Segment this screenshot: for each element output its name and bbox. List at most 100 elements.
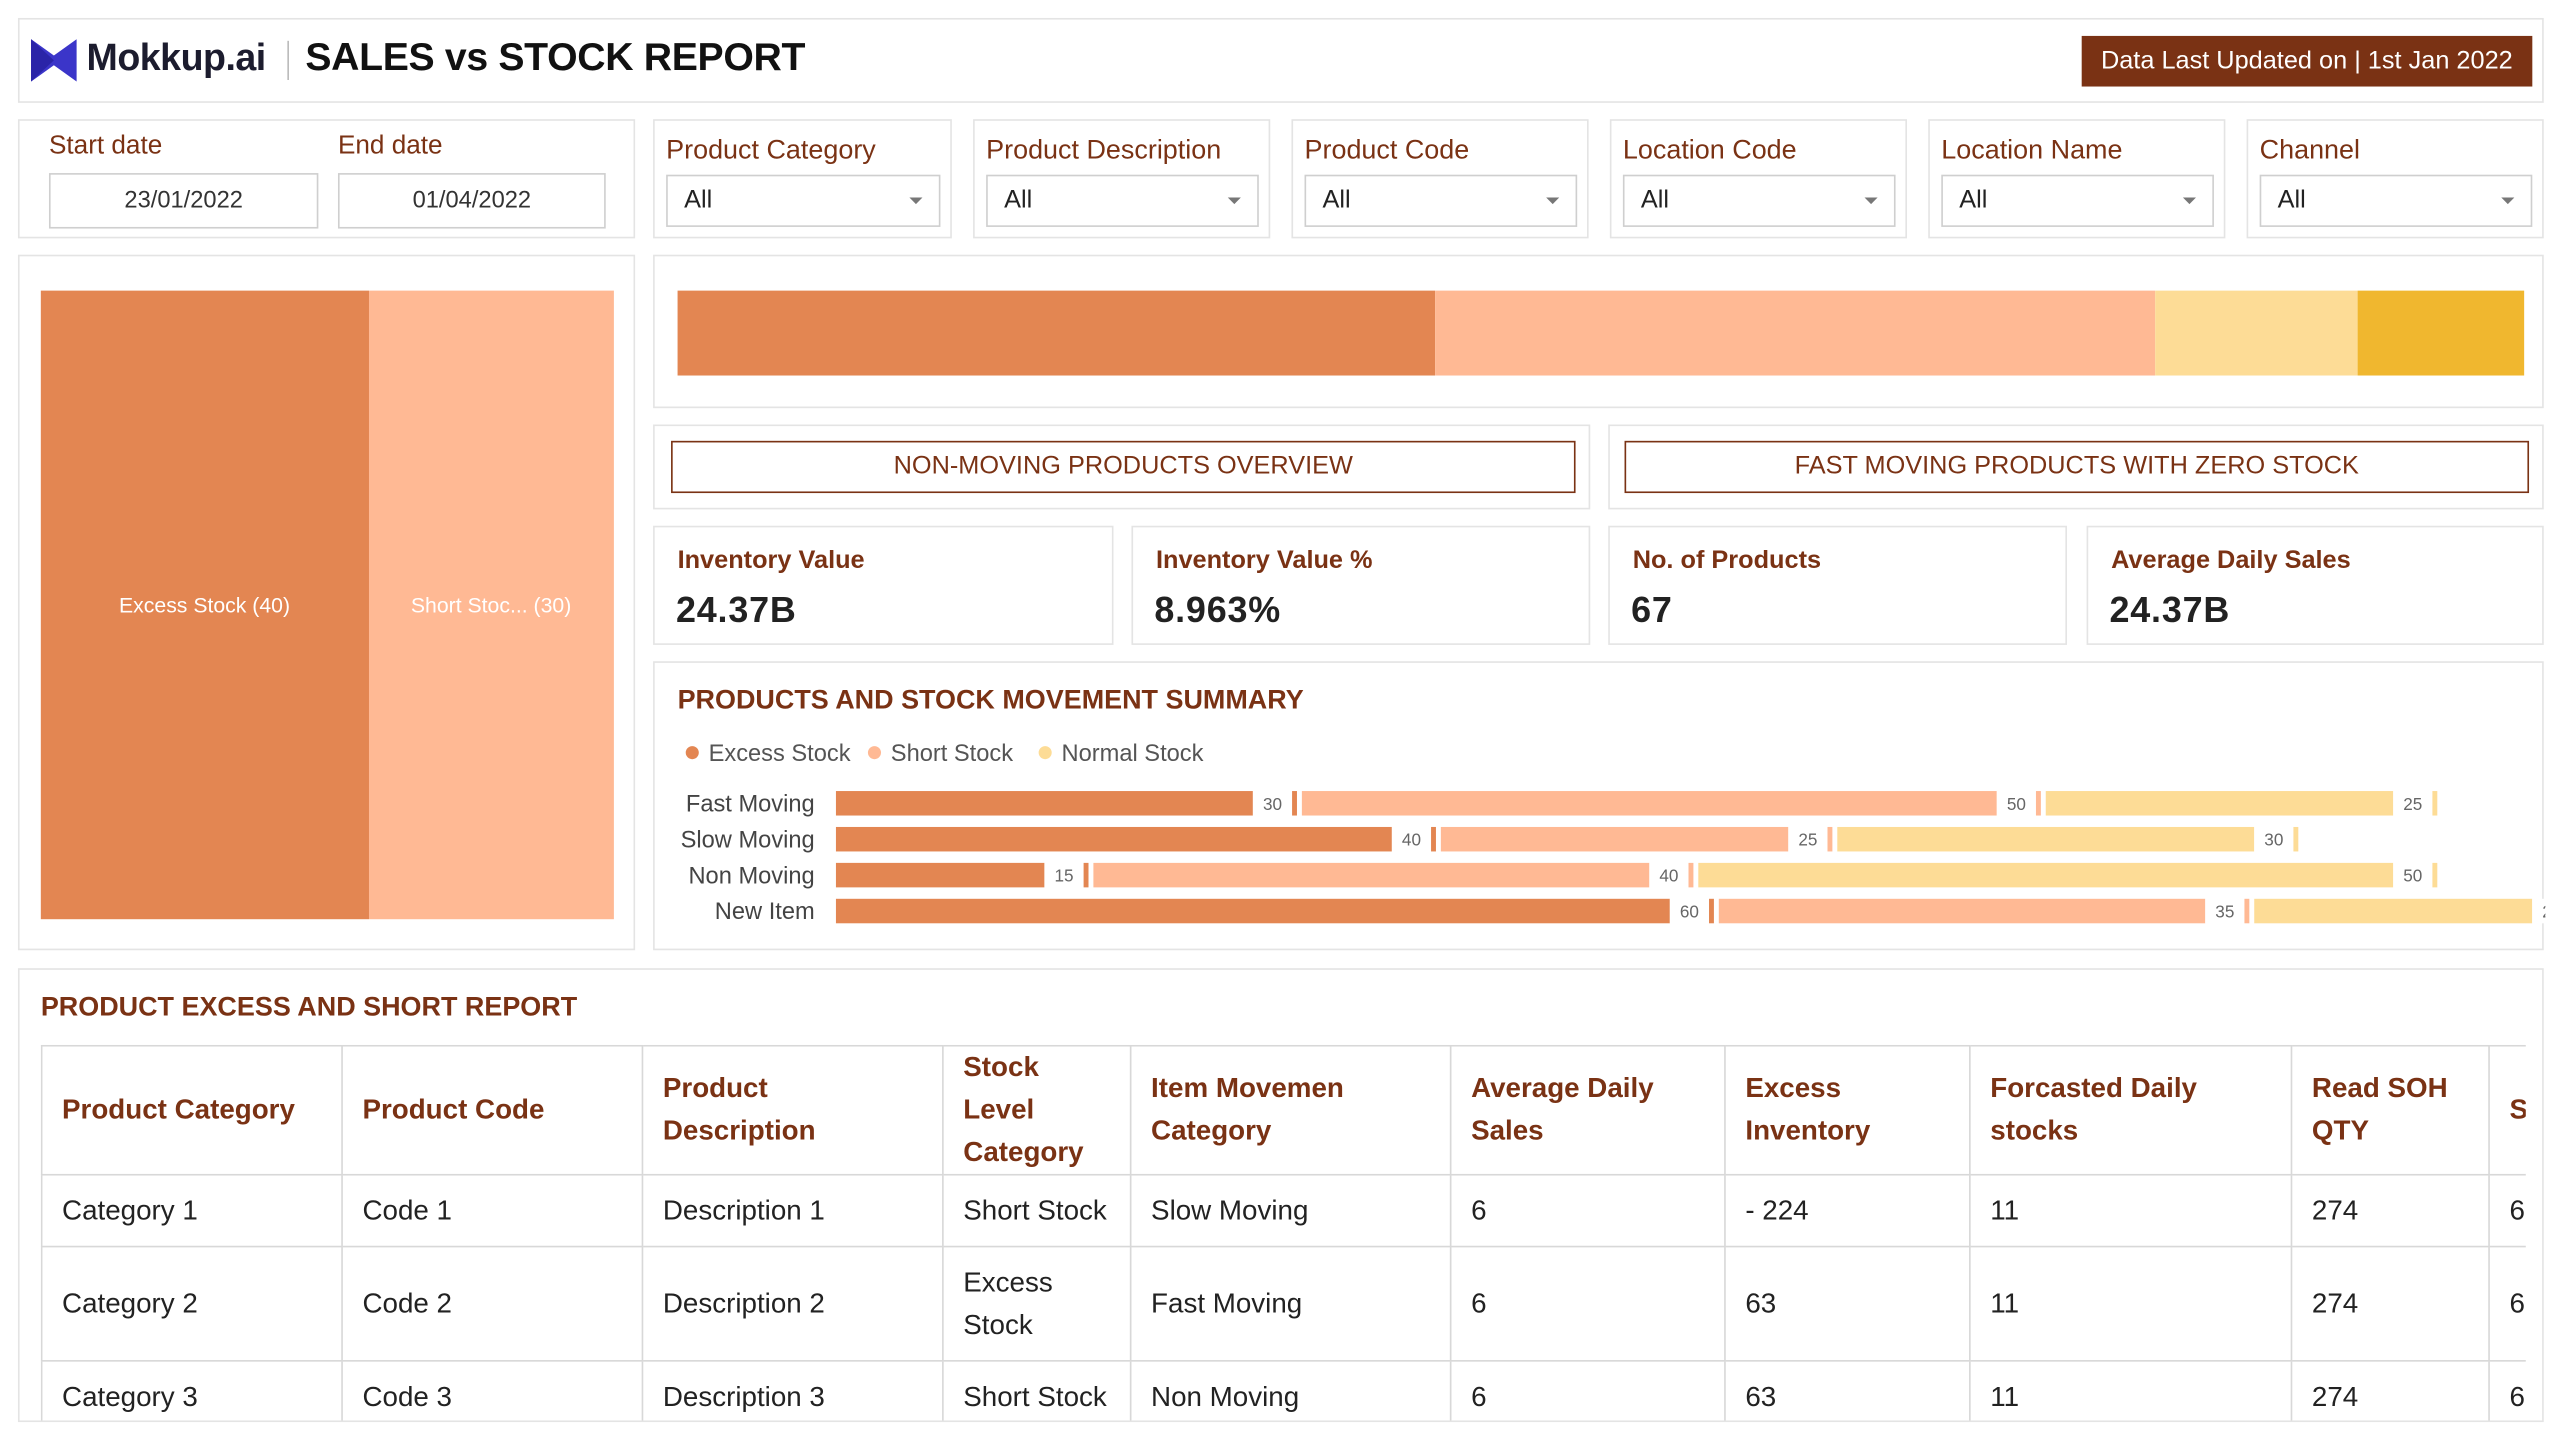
bar-segment[interactable]	[835, 826, 1392, 852]
table-cell: Code 1	[341, 1173, 644, 1248]
location-code-label: Location Code	[1622, 135, 1797, 165]
movement-summary-chart: Excess Stock Short Stock Normal Stock Fast …	[681, 741, 2546, 925]
product-code-dropdown[interactable]: All	[1304, 174, 1578, 227]
treemap-tile[interactable]: Excess Stock (40)	[40, 290, 369, 920]
chevron-down-icon	[2182, 197, 2196, 205]
product-description-value: All	[1004, 186, 1033, 214]
kpi-card: No. of Products 67	[1608, 525, 2067, 645]
data-label: 40	[1659, 866, 1678, 886]
table-cell: Non Moving	[1129, 1360, 1452, 1421]
table-row[interactable]: Category 3 Code 3 Description 3 Short Stock…	[40, 1360, 2526, 1421]
table-cell: 6	[1449, 1360, 1726, 1421]
non-moving-overview-button[interactable]: NON-MOVING PRODUCTS OVERVIEW	[671, 440, 1576, 494]
data-label: 25	[1798, 830, 1817, 850]
kpi-value: 24.37B	[675, 589, 797, 631]
location-name-filter: Location Name All	[1928, 119, 2226, 239]
proportion-segment[interactable]	[2357, 290, 2525, 376]
proportion-segment[interactable]	[2154, 290, 2358, 376]
data-label-bg	[1391, 826, 1432, 852]
excess-short-report-panel: PRODUCT EXCESS AND SHORT REPORT Product …	[17, 968, 2544, 1423]
end-date-input[interactable]: 01/04/2022	[337, 173, 606, 229]
movement-summary-panel: PRODUCTS AND STOCK MOVEMENT SUMMARY Exce…	[653, 661, 2546, 951]
channel-value: All	[2277, 186, 2306, 214]
bar-segment-cap	[1292, 791, 1297, 816]
kpi-label: No. of Products	[1632, 546, 1822, 575]
data-label-bg	[1044, 862, 1084, 888]
treemap-tile[interactable]: Short Stoc... (30)	[368, 290, 614, 920]
table-cell: 6	[2488, 1360, 2526, 1421]
legend-marker	[1038, 746, 1052, 760]
column-header[interactable]: S	[2488, 1044, 2526, 1176]
table-cell: Short Stock	[942, 1360, 1132, 1421]
data-label-bg	[2532, 898, 2546, 924]
bar-segment[interactable]	[1698, 862, 2394, 888]
bar-segment-cap	[1431, 826, 1436, 852]
bar-segment[interactable]	[2254, 898, 2533, 924]
treemap-tile-label: Short Stoc... (30)	[410, 592, 572, 618]
report-title: PRODUCT EXCESS AND SHORT REPORT	[40, 992, 578, 1023]
data-label: 35	[2215, 902, 2234, 922]
channel-dropdown[interactable]: All	[2259, 174, 2533, 227]
bar-segment[interactable]	[1093, 862, 1650, 888]
table-row[interactable]: Category 1 Code 1 Description 1 Short Stock…	[40, 1173, 2526, 1248]
table-cell: 11	[1969, 1360, 2293, 1421]
location-code-dropdown[interactable]: All	[1622, 174, 1896, 227]
bar-segment-cap	[1688, 862, 1694, 888]
column-header[interactable]: Product Description	[641, 1044, 944, 1176]
data-label-bg	[1669, 898, 1710, 924]
bar-segment[interactable]	[835, 862, 1045, 888]
product-category-dropdown[interactable]: All	[666, 174, 941, 227]
column-header[interactable]: Average Daily Sales	[1449, 1044, 1726, 1176]
chevron-down-icon	[1546, 197, 1560, 205]
product-description-label: Product Description	[986, 135, 1222, 165]
bar-segment-cap	[2432, 791, 2438, 816]
table-cell: Category 2	[40, 1245, 343, 1362]
table-cell: - 224	[1724, 1173, 1971, 1248]
table-row[interactable]: Category 2 Code 2 Description 2 Excess Stoc…	[40, 1245, 2526, 1362]
bar-segment-cap	[1709, 898, 1714, 924]
kpi-value: 8.963%	[1154, 589, 1282, 631]
column-header[interactable]: Excess Inventory	[1724, 1044, 1971, 1176]
bar-segment[interactable]	[835, 898, 1670, 924]
data-label: 50	[2403, 866, 2422, 886]
table-cell: 274	[2290, 1245, 2490, 1362]
table-cell: Description 2	[641, 1245, 944, 1362]
last-updated-badge: Data Last Updated on | 1st Jan 2022	[2081, 35, 2533, 87]
fast-moving-zero-stock-button[interactable]: FAST MOVING PRODUCTS WITH ZERO STOCK	[1624, 440, 2530, 494]
location-name-dropdown[interactable]: All	[1941, 174, 2214, 227]
bar-segment[interactable]	[1440, 826, 1789, 852]
location-code-filter: Location Code All	[1609, 119, 1907, 239]
column-header[interactable]: Product Category	[40, 1044, 343, 1176]
category-tick-label: New Item	[715, 899, 815, 925]
bar-segment[interactable]	[835, 791, 1253, 816]
data-label: 30	[2264, 830, 2283, 850]
column-header[interactable]: Forcasted Daily stocks	[1969, 1044, 2293, 1176]
bar-segment[interactable]	[1301, 791, 1997, 816]
mokkup-logo-icon	[31, 39, 77, 82]
data-label-bg	[2254, 826, 2294, 852]
proportion-segment[interactable]	[677, 290, 1435, 376]
product-description-filter: Product Description All	[973, 119, 1271, 239]
table-cell: 274	[2290, 1360, 2490, 1421]
start-date-label: Start date	[48, 132, 163, 161]
column-header[interactable]: Product Code	[341, 1044, 644, 1176]
start-date-input[interactable]: 23/01/2022	[48, 173, 319, 229]
bar-segment[interactable]	[1837, 826, 2255, 852]
column-header[interactable]: Stock Level Category	[942, 1044, 1132, 1176]
bar-segment-cap	[2432, 862, 2438, 888]
channel-filter: Channel All	[2246, 119, 2544, 239]
product-description-dropdown[interactable]: All	[986, 174, 1259, 227]
table-cell: Category 1	[40, 1173, 343, 1248]
kpi-card: Inventory Value % 8.963%	[1131, 525, 1591, 645]
data-label-bg	[2205, 898, 2245, 924]
column-header[interactable]: Item Movemen Category	[1129, 1044, 1452, 1176]
data-label: 20	[2542, 902, 2545, 922]
location-code-value: All	[1640, 186, 1670, 214]
proportion-segment[interactable]	[1434, 290, 2155, 376]
fast-moving-section: FAST MOVING PRODUCTS WITH ZERO STOCK	[1608, 424, 2544, 510]
data-label-bg	[1996, 791, 2036, 816]
bar-segment[interactable]	[1718, 898, 2206, 924]
column-header[interactable]: Read SOH QTY	[2290, 1044, 2490, 1176]
bar-segment[interactable]	[2045, 791, 2394, 816]
report-table-scroll[interactable]: Product Category Product Code Product Desc…	[40, 1044, 2526, 1421]
